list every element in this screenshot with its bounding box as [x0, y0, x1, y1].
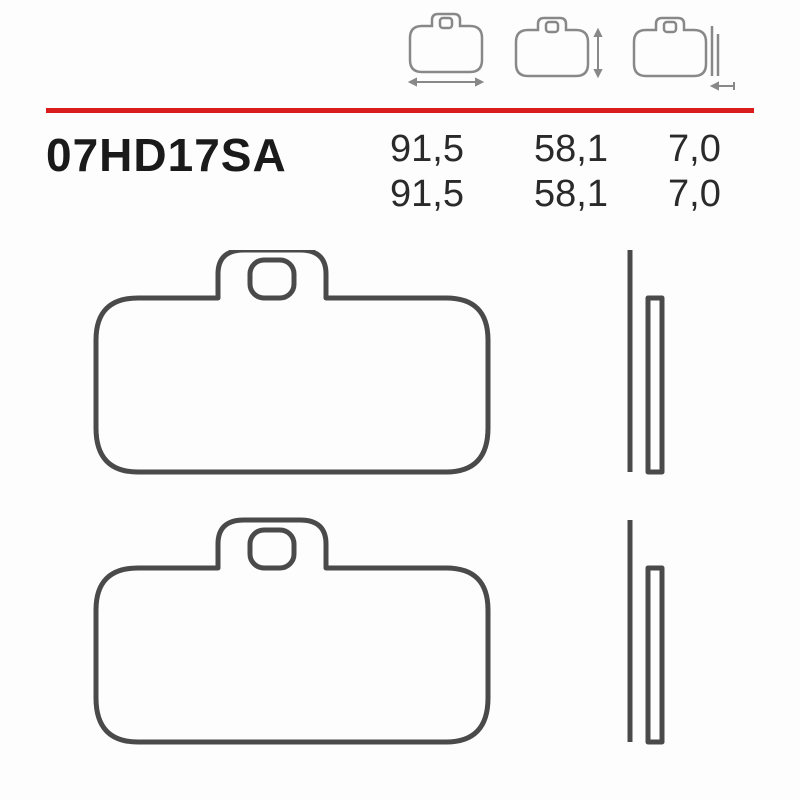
- part-number: 07HD17SA: [46, 128, 287, 182]
- technical-drawing-area: [46, 250, 754, 760]
- pad-width-icon: [402, 12, 490, 96]
- dimension-height-column: 58,1 58,1: [534, 128, 608, 216]
- dim-thickness-row1: 7,0: [668, 128, 721, 171]
- red-separator-line: [46, 108, 754, 113]
- dim-width-row2: 91,5: [390, 173, 464, 216]
- dim-height-row2: 58,1: [534, 173, 608, 216]
- dim-width-row1: 91,5: [390, 128, 464, 171]
- header-dimension-icons: [402, 12, 738, 96]
- brake-pad-bottom-side: [630, 520, 662, 742]
- brake-pad-bottom-front: [96, 520, 488, 742]
- pad-height-icon: [508, 12, 608, 96]
- dimension-width-column: 91,5 91,5: [390, 128, 464, 216]
- dimension-thickness-column: 7,0 7,0: [668, 128, 721, 216]
- dim-thickness-row2: 7,0: [668, 173, 721, 216]
- brake-pad-diagram: [46, 250, 754, 760]
- brake-pad-top-side: [630, 250, 662, 472]
- pad-thickness-icon: [626, 12, 738, 96]
- brake-pad-top-front: [96, 250, 488, 472]
- dim-height-row1: 58,1: [534, 128, 608, 171]
